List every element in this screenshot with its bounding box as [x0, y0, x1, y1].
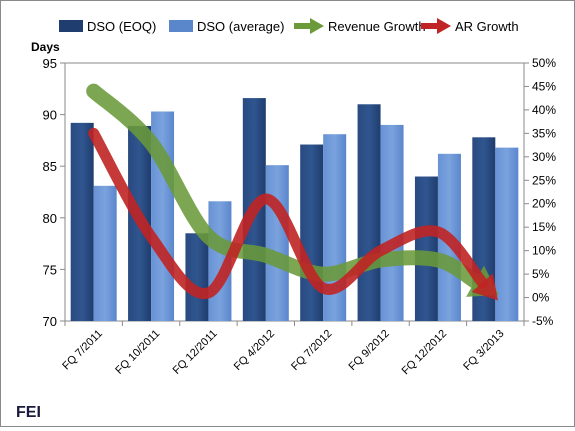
legend-label-0: DSO (EOQ)	[87, 19, 156, 34]
bar-dso-average-7	[495, 147, 519, 321]
y2-tick-label-11: 50%	[532, 56, 556, 70]
bar-dso-eoq-2	[185, 233, 209, 321]
legend-label-1: DSO (average)	[197, 19, 284, 34]
y2-tick-label-7: 30%	[532, 150, 556, 164]
bar-dso-average-0	[93, 185, 117, 321]
legend-arrow-head-2	[310, 18, 324, 34]
y2-tick-label-10: 45%	[532, 79, 556, 93]
x-tick-label-4: FQ 7/2012	[289, 328, 334, 373]
y-tick-label-5: 95	[43, 56, 57, 71]
x-tick-label-7: FQ 3/2013	[461, 328, 506, 373]
y2-tick-label-5: 20%	[532, 197, 556, 211]
bar-dso-eoq-5	[357, 104, 381, 321]
revenue-growth-line	[86, 83, 483, 289]
y-tick-label-0: 70	[43, 314, 57, 329]
legend-label-3: AR Growth	[455, 19, 519, 34]
legend-swatch-1	[169, 20, 193, 32]
bar-dso-average-3	[265, 165, 289, 321]
x-tick-label-0: FQ 7/2011	[60, 328, 105, 373]
legend-arrow-head-3	[437, 18, 451, 34]
ar-growth-arrowhead	[471, 273, 498, 301]
legend-swatch-0	[59, 20, 83, 32]
y2-tick-label-9: 40%	[532, 103, 556, 117]
y2-tick-label-4: 15%	[532, 220, 556, 234]
bar-dso-eoq-0	[70, 122, 94, 321]
y2-tick-label-8: 35%	[532, 126, 556, 140]
x-tick-label-3: FQ 4/2012	[232, 328, 277, 373]
y2-tick-label-3: 10%	[532, 244, 556, 258]
company-label: FEI	[16, 404, 41, 421]
lines-layer	[86, 83, 499, 301]
y2-tick-label-1: 0%	[532, 291, 550, 305]
y2-tick-label-0: -5%	[532, 314, 554, 328]
legend-label-2: Revenue Growth	[328, 19, 426, 34]
ar-growth-line	[88, 127, 488, 299]
y-tick-label-3: 85	[43, 159, 57, 174]
y-tick-label-4: 90	[43, 108, 57, 123]
y2-tick-label-6: 25%	[532, 173, 556, 187]
y-tick-label-2: 80	[43, 211, 57, 226]
x-tick-label-5: FQ 9/2012	[347, 328, 392, 373]
bar-dso-average-5	[380, 124, 404, 321]
bar-dso-eoq-4	[300, 144, 324, 321]
x-tick-label-2: FQ 12/2011	[171, 328, 220, 377]
bar-dso-eoq-6	[414, 176, 438, 321]
x-tick-label-6: FQ 12/2012	[400, 328, 450, 378]
x-tick-label-1: FQ 10/2011	[113, 328, 162, 377]
y-tick-label-1: 75	[43, 262, 57, 277]
y2-tick-label-2: 5%	[532, 267, 550, 281]
y-axis-title: Days	[31, 40, 60, 54]
legend: DSO (EOQ) DSO (average) Revenue Growth AR G…	[59, 18, 519, 34]
